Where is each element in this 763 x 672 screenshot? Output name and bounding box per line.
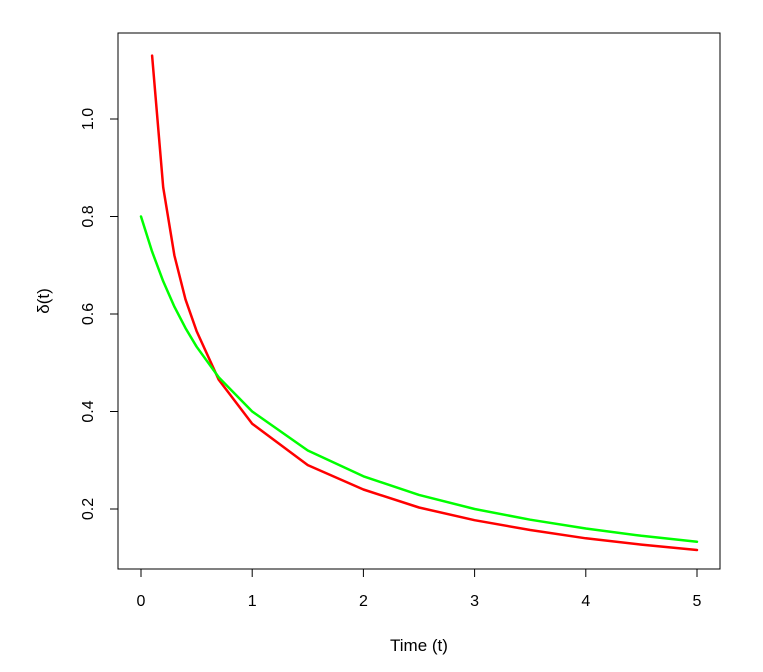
x-tick-label: 3 bbox=[470, 593, 479, 610]
x-tick-label: 2 bbox=[359, 593, 368, 610]
y-tick-label: 1.0 bbox=[80, 108, 97, 130]
plot-frame bbox=[117, 32, 721, 570]
x-tick-label: 0 bbox=[137, 593, 146, 610]
x-axis-title: Time (t) bbox=[390, 636, 448, 655]
y-tick-label: 0.4 bbox=[80, 400, 97, 422]
x-axis: 0 1 2 3 4 5 bbox=[137, 568, 702, 610]
x-tick-label: 4 bbox=[581, 593, 590, 610]
y-tick-label: 0.2 bbox=[80, 498, 97, 520]
y-tick-label: 0.6 bbox=[80, 303, 97, 325]
x-tick-label: 1 bbox=[248, 593, 257, 610]
series-line-2 bbox=[139, 215, 699, 543]
series-layer bbox=[139, 54, 699, 552]
y-axis: 0.2 0.4 0.6 0.8 1.0 bbox=[80, 108, 119, 520]
y-tick-label: 0.8 bbox=[80, 205, 97, 227]
x-tick-label: 5 bbox=[693, 593, 702, 610]
y-axis-title: δ(t) bbox=[34, 288, 53, 314]
series-line-1 bbox=[150, 54, 699, 552]
